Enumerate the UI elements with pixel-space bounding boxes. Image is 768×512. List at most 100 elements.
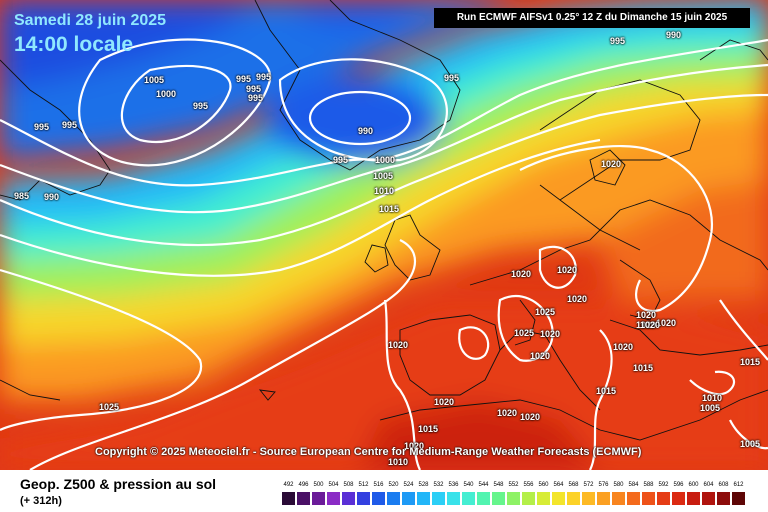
scale-tick-label: 592	[658, 482, 669, 488]
pressure-label: 995	[248, 93, 264, 103]
pressure-label: 995	[333, 155, 349, 165]
pressure-label: 1020	[601, 159, 622, 169]
scale-tick-label: 580	[613, 482, 624, 488]
scale-color-cell	[522, 492, 535, 505]
scale-color-cell	[432, 492, 445, 505]
pressure-label: 1020	[656, 318, 677, 328]
scale-tick-label: 524	[403, 482, 414, 488]
pressure-label: 1020	[404, 441, 425, 451]
scale-tick-label: 528	[418, 482, 429, 488]
forecast-local-time: 14:00 locale	[14, 33, 134, 56]
pressure-label: 1020	[540, 329, 561, 339]
scale-color-cell	[732, 492, 745, 505]
pressure-label: 990	[666, 30, 682, 40]
pressure-label: 995	[193, 101, 209, 111]
pressure-label: 1020	[530, 351, 551, 361]
scale-tick-label: 548	[493, 482, 504, 488]
pressure-label: 1020	[557, 265, 578, 275]
isobars	[0, 38, 768, 470]
pressure-label: 1020	[497, 408, 518, 418]
scale-tick-label: 496	[298, 482, 309, 488]
scale-tick-label: 564	[553, 482, 564, 488]
scale-tick-label: 512	[358, 482, 369, 488]
scale-tick-label: 544	[478, 482, 489, 488]
scale-tick-label: 568	[568, 482, 579, 488]
model-run-banner: Run ECMWF AIFSv1 0.25° 12 Z du Dimanche …	[434, 8, 750, 28]
pressure-label: 1025	[514, 328, 535, 338]
scale-color-cell	[297, 492, 310, 505]
scale-color-cell	[462, 492, 475, 505]
scale-color-cell	[402, 492, 415, 505]
scale-color-cell	[417, 492, 430, 505]
pressure-label: 1010	[702, 393, 723, 403]
pressure-label: 1020	[640, 320, 661, 330]
scale-color-cell	[447, 492, 460, 505]
scale-color-cell	[717, 492, 730, 505]
scale-tick-label: 588	[643, 482, 654, 488]
scale-tick-label: 500	[313, 482, 324, 488]
scale-tick-label: 504	[328, 482, 339, 488]
scale-tick-label: 516	[373, 482, 384, 488]
scale-color-cell	[507, 492, 520, 505]
scale-tick-label: 584	[628, 482, 639, 488]
pressure-label: 1020	[511, 269, 532, 279]
scale-color-cell	[597, 492, 610, 505]
scale-color-cell	[642, 492, 655, 505]
scale-color-cell	[687, 492, 700, 505]
pressure-label: 1005	[700, 403, 721, 413]
copyright-notice: Copyright © 2025 Meteociel.fr - Source E…	[95, 446, 642, 458]
scale-tick-label: 576	[598, 482, 609, 488]
pressure-label: 1025	[99, 402, 120, 412]
scale-color-cell	[342, 492, 355, 505]
pressure-label: 1000	[375, 155, 396, 165]
legend-footer: Geop. Z500 & pression au sol (+ 312h) 49…	[0, 470, 768, 512]
scale-tick-label: 608	[718, 482, 729, 488]
color-scale: 492 496 500 504 508 512 516 520 524 528 532 536 540 5…	[282, 482, 752, 510]
scale-tick-label: 492	[283, 482, 294, 488]
scale-tick-label: 532	[433, 482, 444, 488]
scale-color-cell	[702, 492, 715, 505]
geopotential-field	[0, 0, 768, 470]
scale-tick-label: 508	[343, 482, 354, 488]
pressure-label: 1020	[636, 310, 657, 320]
pressure-label: 995	[444, 73, 460, 83]
pressure-label: 1010	[374, 186, 395, 196]
pressure-label: 995	[62, 120, 78, 130]
pressure-label: 995	[236, 74, 252, 84]
pressure-label: 1015	[418, 424, 439, 434]
pressure-label: 1015	[596, 386, 617, 396]
pressure-label: 1020	[520, 412, 541, 422]
pressure-label: 1005	[373, 171, 394, 181]
pressure-label: 990	[358, 126, 374, 136]
scale-tick-label: 556	[523, 482, 534, 488]
scale-color-cell	[672, 492, 685, 505]
pressure-label: 985	[14, 191, 30, 201]
pressure-label: 995	[34, 122, 50, 132]
pressure-label: 1020	[567, 294, 588, 304]
scale-color-cell	[372, 492, 385, 505]
scale-color-cell	[612, 492, 625, 505]
pressure-label: 1015	[633, 363, 654, 373]
coastlines	[0, 0, 768, 441]
pressure-label: 1020	[388, 340, 409, 350]
pressure-label: 1020	[613, 342, 634, 352]
pressure-label: 990	[44, 192, 60, 202]
scale-color-cell	[312, 492, 325, 505]
scale-tick-label: 604	[703, 482, 714, 488]
pressure-label: 1005	[740, 439, 761, 449]
scale-color-cell	[282, 492, 295, 505]
scale-color-cell	[657, 492, 670, 505]
pressure-label: 1020	[434, 397, 455, 407]
scale-color-cell	[492, 492, 505, 505]
scale-color-cell	[537, 492, 550, 505]
forecast-map: Samedi 28 juin 2025 14:00 locale Run ECM…	[0, 0, 768, 470]
scale-tick-label: 536	[448, 482, 459, 488]
pressure-label: 1020	[636, 320, 657, 330]
scale-tick-label: 612	[733, 482, 744, 488]
scale-color-cell	[582, 492, 595, 505]
pressure-label: 995	[246, 84, 262, 94]
forecast-date: Samedi 28 juin 2025	[14, 12, 167, 29]
pressure-label: 1015	[740, 357, 761, 367]
scale-color-cell	[327, 492, 340, 505]
pressure-label: 995	[610, 36, 626, 46]
